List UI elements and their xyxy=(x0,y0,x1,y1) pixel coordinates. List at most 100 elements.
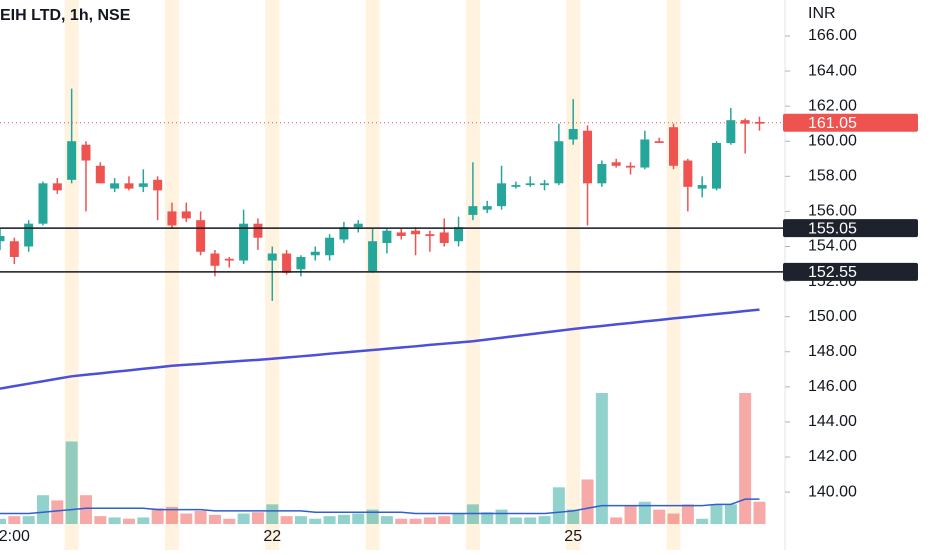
candle-body xyxy=(425,234,435,236)
volume-bar xyxy=(280,516,293,524)
candle-body xyxy=(439,232,449,243)
candle-body xyxy=(282,253,292,273)
volume-bar xyxy=(667,513,680,524)
candle-body xyxy=(267,253,277,261)
session-band xyxy=(465,0,480,550)
candle-body xyxy=(497,183,507,207)
volume-bar xyxy=(323,516,336,524)
volume-bar xyxy=(552,487,565,524)
volume-bar xyxy=(452,513,465,524)
candle-body xyxy=(568,128,578,140)
volume-bar xyxy=(595,393,608,524)
volume-bar xyxy=(352,513,365,524)
candle-body xyxy=(224,258,234,261)
candle-body xyxy=(81,144,91,161)
candle-body xyxy=(138,183,148,187)
candle-body xyxy=(669,127,679,166)
candle-body xyxy=(611,162,621,166)
ma-line xyxy=(0,308,760,390)
candle-body xyxy=(95,165,105,184)
volume-bar xyxy=(653,509,666,524)
y-tick-label: 154.00 xyxy=(808,238,857,255)
volume-bar xyxy=(423,517,436,524)
volume-bar xyxy=(194,510,207,524)
candle-body xyxy=(654,141,664,143)
candle-body xyxy=(153,179,163,191)
candle-body xyxy=(697,185,707,189)
candle-body xyxy=(525,183,535,186)
session-band xyxy=(365,0,380,550)
volume-bar xyxy=(696,518,709,524)
candle-body xyxy=(310,251,320,256)
x-tick-label: 2:00 xyxy=(0,528,30,545)
candle-body xyxy=(196,220,206,252)
volume-bar xyxy=(495,509,508,524)
currency-label: INR xyxy=(808,5,836,22)
volume-bar xyxy=(366,509,379,524)
volume-bar xyxy=(108,517,121,524)
volume-bar xyxy=(165,506,178,524)
candle-body xyxy=(0,235,5,242)
volume-bar xyxy=(610,517,623,524)
candle-body xyxy=(454,227,464,242)
volume-bar xyxy=(538,516,551,524)
volume-bar xyxy=(409,518,422,524)
volume-bar xyxy=(509,517,522,524)
level-label: 155.05 xyxy=(808,220,857,237)
volume-bar xyxy=(581,479,594,524)
volume-bar xyxy=(567,509,580,524)
y-tick-label: 150.00 xyxy=(808,308,857,325)
volume-bar xyxy=(0,518,6,524)
candle-body xyxy=(540,183,550,186)
session-band xyxy=(64,0,79,550)
candle-body xyxy=(683,160,693,187)
x-tick-label: 25 xyxy=(564,528,582,545)
volume-bar xyxy=(380,516,393,524)
volume-bar xyxy=(36,495,49,524)
candle-body xyxy=(583,130,593,184)
volume-bar xyxy=(638,501,651,524)
y-tick-label: 166.00 xyxy=(808,27,857,44)
candle-body xyxy=(339,227,349,240)
session-band xyxy=(164,0,179,550)
volume-bar xyxy=(337,514,350,524)
candle-body xyxy=(712,142,721,189)
last-price-label: 161.05 xyxy=(808,115,857,132)
volume-bar xyxy=(266,504,279,524)
candle-body xyxy=(626,165,636,168)
candle-body xyxy=(110,183,120,189)
candle-body xyxy=(482,206,492,210)
volume-bar xyxy=(724,504,737,524)
candle-body xyxy=(124,183,134,189)
volume-bar xyxy=(237,513,250,524)
volume-bar xyxy=(309,518,322,524)
chart-title: EIH LTD, 1h, NSE xyxy=(0,7,131,24)
volume-bar xyxy=(180,513,193,524)
volume-bar xyxy=(151,508,164,524)
y-tick-label: 162.00 xyxy=(808,97,857,114)
volume-bar xyxy=(79,495,92,524)
y-tick-label: 156.00 xyxy=(808,203,857,220)
candle-body xyxy=(640,139,650,168)
volume-ma-line xyxy=(0,498,760,515)
volume-bar xyxy=(624,505,637,524)
candle-body xyxy=(411,230,421,235)
y-tick-label: 158.00 xyxy=(808,168,857,185)
volume-bar xyxy=(65,441,78,524)
candle-body xyxy=(740,120,750,124)
volume-bar xyxy=(251,512,264,524)
candle-body xyxy=(9,241,19,258)
volume-bar xyxy=(395,518,408,524)
y-tick-label: 148.00 xyxy=(808,343,857,360)
candle-body xyxy=(167,211,177,226)
volume-bar xyxy=(8,516,21,524)
volume-bar xyxy=(122,518,135,524)
level-label: 152.55 xyxy=(808,264,857,281)
candle-body xyxy=(67,141,77,180)
volume-bar xyxy=(524,517,537,524)
candle-body xyxy=(511,185,521,187)
candle-body xyxy=(253,223,263,238)
x-tick-label: 22 xyxy=(263,528,281,545)
volume-bar xyxy=(22,516,35,524)
